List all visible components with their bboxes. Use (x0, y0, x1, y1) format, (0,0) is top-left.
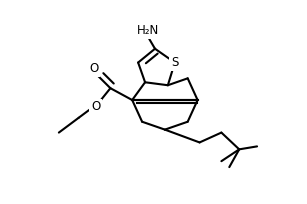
Text: H₂N: H₂N (137, 24, 159, 38)
Text: O: O (91, 100, 100, 113)
Text: S: S (171, 56, 178, 69)
Text: O: O (89, 62, 98, 75)
